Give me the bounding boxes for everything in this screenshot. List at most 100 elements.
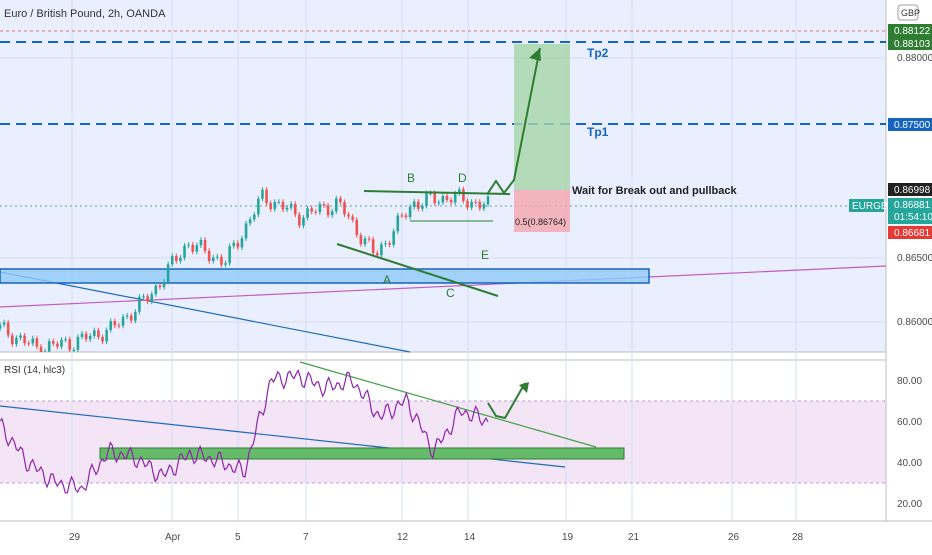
candle-body [384,243,387,245]
badge-tp2-lower [888,37,932,50]
candle-body [457,189,461,194]
candle-body [146,296,149,302]
rsi-projection-arrowhead [519,382,529,393]
candle-body [396,215,400,232]
candle-body [445,195,449,200]
time-tick-12: 12 [397,532,409,543]
candle-body [293,203,297,215]
projection-arrowhead [529,48,541,61]
candle-body [129,315,133,321]
price-tick-0-86000: 0.86000 [897,317,932,328]
badge-tp2-upper [888,24,932,37]
candle-body [211,257,215,262]
rsi-tick-80: 80.00 [897,376,922,387]
candle-body [88,335,92,340]
rsi-tick-20: 20.00 [897,499,922,510]
candle-body [47,341,51,352]
candle-body [265,189,268,204]
candle-body [224,263,227,265]
candle-body [298,214,301,226]
badge-last-price [888,198,932,224]
rsi-band-background [0,401,886,483]
candle-body [80,333,84,337]
candle-body [277,201,281,203]
candle-body [433,193,436,204]
tp2-label: Tp2 [587,46,609,60]
candle-body [421,205,424,209]
candle-body [142,296,145,298]
badge-stop-text: 0.86681 [894,228,931,239]
candle-body [220,256,223,265]
candle-body [339,198,342,203]
rsi-title: RSI (14, hlc3) [4,365,65,376]
note-label: Wait for Break out and pullback [572,185,737,197]
profit-target-box [514,44,570,190]
currency-label: GBP [901,8,920,18]
candle-body [76,336,80,350]
candle-body [166,264,170,282]
candle-body [310,208,313,212]
candle-body [466,200,469,208]
candle-body [289,203,293,208]
candle-body [371,239,375,254]
candle-body [326,205,330,216]
candle-body [252,214,256,220]
candle-body [302,217,305,226]
candle-body [314,211,318,213]
candle-body [158,285,162,288]
candle-body [93,330,96,336]
candle-body [68,339,72,350]
candle-body [138,296,141,312]
candle-body [236,242,240,248]
candle-body [334,198,338,212]
badge-countdown-text: 01:54:10 [894,212,932,223]
candle-body [437,202,441,204]
candle-body [105,330,108,342]
candle-body [347,214,350,217]
candlesticks [0,186,490,352]
candle-body [240,238,244,248]
candle-body [478,201,482,209]
currency-button[interactable] [897,4,919,21]
candle-body [400,215,404,217]
candle-body [195,245,199,252]
point-e-label: E [481,248,489,262]
time-tick-26: 26 [728,532,740,543]
badge-tp1-text: 0.87500 [894,120,931,131]
pattern-lower-line [336,243,499,297]
time-tick-5: 5 [235,532,241,543]
candle-body [318,204,322,213]
candle-body [175,256,178,262]
candle-body [113,321,117,326]
time-tick-7: 7 [303,532,309,543]
candle-body [343,202,346,215]
candle-body [97,330,100,338]
candle-body [0,324,2,329]
time-tick-28: 28 [792,532,804,543]
candle-body [109,321,113,331]
badge-last-price-text: 0.86881 [894,200,931,211]
candle-body [429,193,432,195]
candle-body [425,193,428,206]
pattern-upper-line [363,190,511,195]
candle-body [375,253,379,256]
candle-body [453,193,457,203]
candle-body [101,337,104,342]
candle-body [330,211,334,216]
candle-body [392,231,395,245]
candle-body [285,207,289,210]
candle-body [56,343,59,347]
badge-resistance-text: 0.86998 [894,185,931,196]
rsi-projection-path [487,382,526,420]
candle-body [412,201,416,207]
candle-body [408,206,412,218]
candle-body [363,238,367,245]
candle-body [281,201,285,210]
candle-body [248,219,252,224]
candle-body [64,339,67,341]
stop-loss-box [514,190,570,232]
badge-stop [888,226,932,239]
candle-body [351,216,354,220]
badge-tp2-lower-text: 0.88103 [894,39,931,50]
